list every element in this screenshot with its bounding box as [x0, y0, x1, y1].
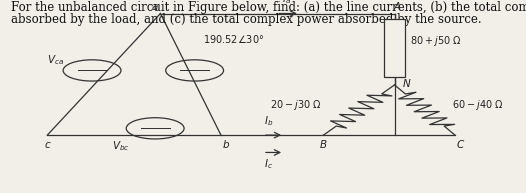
Text: A: A [393, 2, 401, 12]
Text: c: c [45, 140, 50, 150]
Bar [384, 19, 405, 77]
Text: $I_b$: $I_b$ [264, 114, 273, 128]
Text: B: B [320, 140, 327, 150]
Text: $80+j50\ \Omega$: $80+j50\ \Omega$ [410, 34, 462, 47]
Text: a: a [152, 2, 158, 12]
Text: $20-j30\ \Omega$: $20-j30\ \Omega$ [270, 98, 322, 112]
Text: $I_a$: $I_a$ [282, 0, 291, 6]
Text: C: C [457, 140, 464, 150]
Text: For the unbalanced circuit in Figure below, find: (a) the line currents, (b) the: For the unbalanced circuit in Figure bel… [11, 1, 526, 14]
Text: $60-j40\ \Omega$: $60-j40\ \Omega$ [451, 98, 503, 112]
Text: N: N [402, 79, 410, 89]
Text: $190.52\angle30°$: $190.52\angle30°$ [203, 33, 264, 45]
Text: $I_c$: $I_c$ [264, 157, 273, 171]
Text: absorbed by the load, and (c) the total complex power absorbed by the source.: absorbed by the load, and (c) the total … [11, 13, 481, 25]
Text: $V_{bc}$: $V_{bc}$ [112, 139, 130, 153]
Text: $V_{ca}$: $V_{ca}$ [47, 53, 64, 67]
Text: b: b [223, 140, 229, 150]
